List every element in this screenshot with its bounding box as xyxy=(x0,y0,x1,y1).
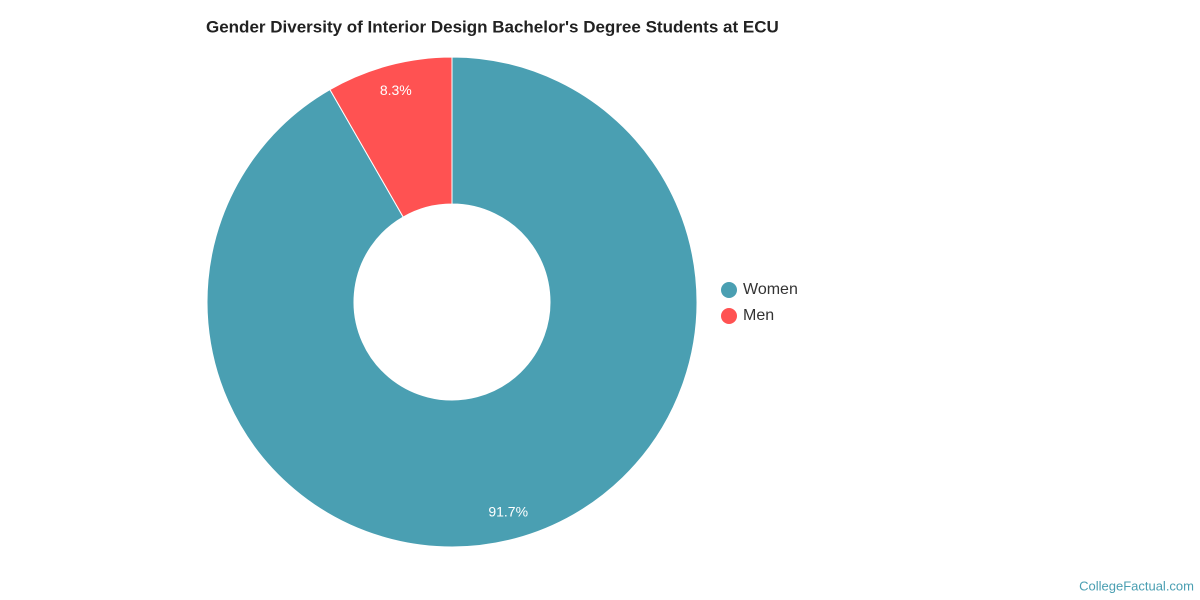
value-label: 91.7% xyxy=(488,503,528,519)
chart-title: Gender Diversity of Interior Design Bach… xyxy=(206,17,779,36)
credit[interactable]: CollegeFactual.com xyxy=(1079,578,1194,593)
value-label: 8.3% xyxy=(380,82,412,98)
legend-marker xyxy=(721,282,737,298)
legend-label: Men xyxy=(743,307,774,324)
legend-marker xyxy=(721,308,737,324)
legend-label: Women xyxy=(743,281,798,298)
donut-slice xyxy=(329,56,453,218)
donut-slice xyxy=(206,56,698,548)
